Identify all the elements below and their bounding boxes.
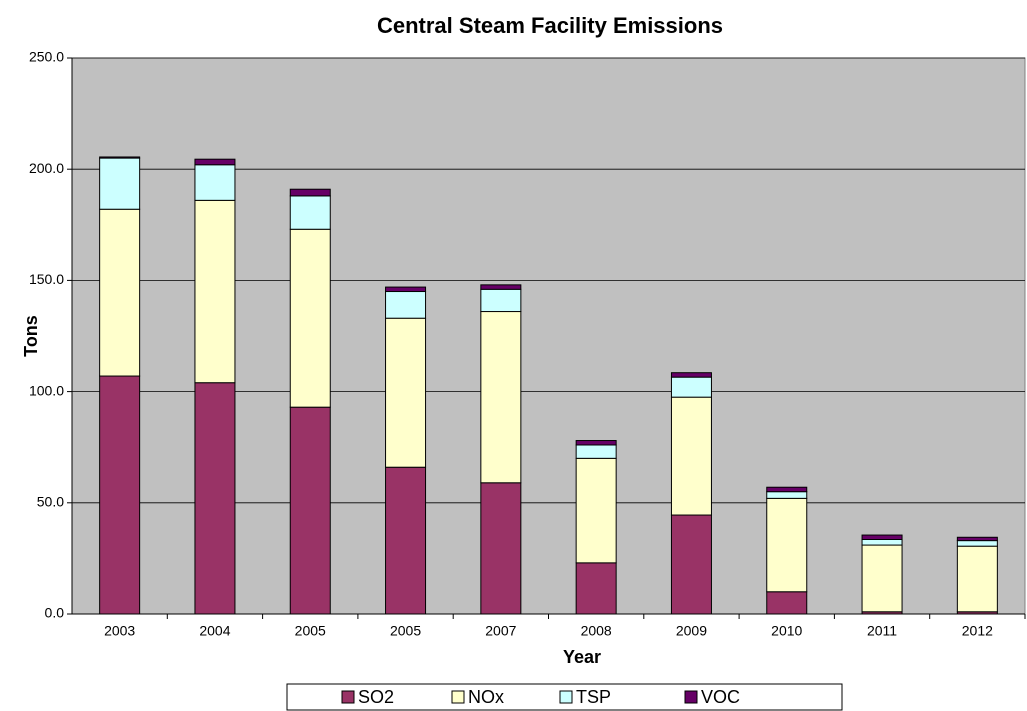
legend-label: TSP [576,687,611,707]
legend-swatch [684,690,698,704]
bar-segment [385,291,427,319]
legend-swatch [451,690,465,704]
bar-segment [99,375,141,615]
bar-segment [194,158,236,166]
x-tick-label: 2010 [771,623,802,639]
x-tick-label: 2005 [295,623,326,639]
bar-segment [861,544,903,613]
x-tick-label: 2008 [581,623,612,639]
x-tick-label: 2003 [104,623,135,639]
chart-title: Central Steam Facility Emissions [377,13,723,38]
bar-segment [670,514,712,615]
bar-segment [575,457,617,564]
bar-segment [670,396,712,516]
x-tick-label: 2004 [199,623,230,639]
bar-segment [289,195,331,230]
bar-segment [670,372,712,378]
bar-segment [766,591,808,615]
bar-segment [99,156,141,159]
bar-segment [194,199,236,384]
bar-segment [194,382,236,615]
y-tick-label: 150.0 [29,271,64,287]
x-tick-label: 2012 [962,623,993,639]
bar-segment [385,286,427,293]
legend-swatch [559,690,573,704]
bar-segment [289,406,331,615]
legend-label: SO2 [358,687,394,707]
bar-segment [289,228,331,408]
y-tick-label: 0.0 [45,605,65,621]
x-tick-label: 2009 [676,623,707,639]
y-tick-label: 200.0 [29,160,64,176]
bar-segment [670,376,712,398]
bar-segment [575,562,617,615]
bar-segment [99,208,141,377]
bar-segment [289,188,331,197]
bar-segment [766,497,808,593]
bar-segment [480,482,522,615]
y-tick-label: 50.0 [37,494,64,510]
bar-segment [385,466,427,615]
y-tick-label: 250.0 [29,49,64,65]
bar-segment [861,534,903,540]
bar-segment [385,317,427,468]
bar-segment [575,444,617,459]
x-tick-label: 2011 [867,623,897,639]
legend-label: VOC [701,687,740,707]
bar-segment [480,288,522,313]
y-tick-label: 100.0 [29,382,64,398]
bar-segment [956,540,998,547]
y-axis-title: Tons [21,315,41,357]
x-tick-label: 2005 [390,623,421,639]
bar-segment [575,440,617,446]
bar-segment [766,486,808,493]
legend-swatch [341,690,355,704]
bar-segment [480,284,522,290]
bar-segment [480,311,522,484]
bar-segment [956,536,998,542]
legend-label: NOx [468,687,504,707]
x-axis-title: Year [563,647,601,667]
bar-segment [861,538,903,546]
bar-segment [956,545,998,613]
bar-segment [766,491,808,499]
bar-segment [99,157,141,210]
x-tick-label: 2007 [485,623,516,639]
bar-segment [194,164,236,201]
